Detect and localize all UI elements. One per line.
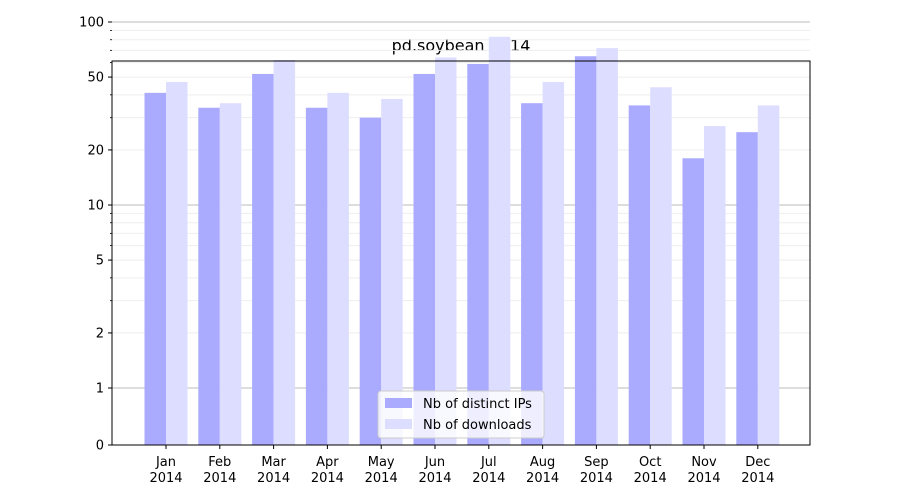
bar-distinct-ips <box>628 105 651 445</box>
bar-distinct-ips <box>305 107 328 446</box>
grid-layer <box>112 21 810 389</box>
y-axis: 0 1 2 5 10 20 50 100 <box>79 16 112 454</box>
x-tick-label: Sep 2014 <box>580 455 613 486</box>
x-tick-label: Oct 2014 <box>634 455 667 486</box>
y-tick-label: 10 <box>87 199 104 214</box>
x-tick-label: Jun 2014 <box>418 455 451 486</box>
bar-distinct-ips <box>144 92 166 445</box>
bar-distinct-ips <box>467 63 489 445</box>
bar-downloads <box>596 48 618 445</box>
bar-distinct-ips <box>413 73 435 446</box>
bar-downloads <box>650 87 672 445</box>
y-tick-label: 20 <box>87 143 104 158</box>
x-axis: Jan 2014 Feb 2014 Mar 2014 Apr 2014 May 2014 Jun 20… <box>149 445 774 486</box>
bar-downloads <box>327 92 349 445</box>
y-tick-label: 100 <box>79 16 104 31</box>
legend-label: Nb of downloads <box>423 418 532 433</box>
x-tick-label: Nov 2014 <box>687 455 720 486</box>
y-tick-label: 0 <box>96 439 104 454</box>
bar-downloads <box>166 82 188 445</box>
legend: Nb of distinct IPs Nb of downloads <box>377 390 545 439</box>
legend-box <box>377 390 545 439</box>
bar-downloads <box>219 103 242 445</box>
bar-distinct-ips <box>198 107 220 446</box>
bar-distinct-ips <box>521 103 543 445</box>
bar-distinct-ips <box>252 73 274 446</box>
bar-distinct-ips <box>359 117 382 445</box>
y-tick-label: 1 <box>96 382 104 397</box>
bar-downloads <box>542 82 565 445</box>
x-tick-label: May 2014 <box>365 455 398 486</box>
bar-downloads <box>273 59 296 446</box>
x-tick-label: Dec 2014 <box>741 455 774 486</box>
bar-downloads <box>435 57 457 446</box>
bar-downloads <box>488 36 511 445</box>
bar-downloads <box>704 126 726 446</box>
plot-frame <box>111 60 811 446</box>
legend-swatch <box>385 398 412 408</box>
y-tick-label: 50 <box>87 71 104 86</box>
y-tick-label: 5 <box>96 254 104 269</box>
x-tick-label: Jul 2014 <box>472 455 505 486</box>
bar-distinct-ips <box>682 158 704 445</box>
x-tick-label: Aug 2014 <box>526 455 559 486</box>
bar-distinct-ips <box>574 56 597 446</box>
x-tick-label: Jan 2014 <box>149 455 182 486</box>
y-tick-label: 2 <box>96 326 104 341</box>
x-tick-label: Mar 2014 <box>257 455 290 486</box>
bars-layer <box>144 36 780 446</box>
bar-distinct-ips <box>736 132 758 445</box>
legend-swatch <box>385 419 412 429</box>
x-tick-label: Apr 2014 <box>311 455 344 486</box>
x-tick-label: Feb 2014 <box>203 455 236 486</box>
legend-label: Nb of distinct IPs <box>423 397 532 412</box>
bar-downloads <box>757 105 780 445</box>
bar-downloads <box>381 98 403 446</box>
